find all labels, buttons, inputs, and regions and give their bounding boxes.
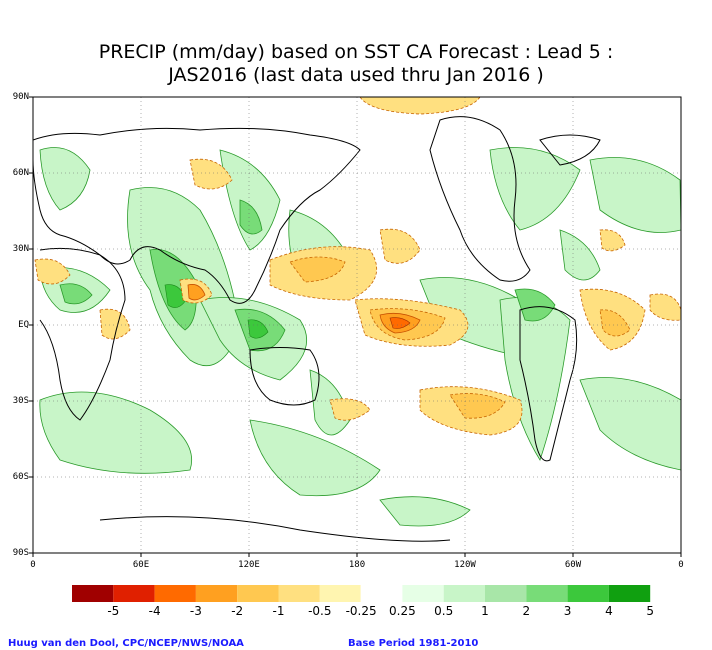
lat-label-30s: 30S xyxy=(12,396,29,406)
colorbar-label: 0.5 xyxy=(434,604,454,618)
anomaly-field xyxy=(33,97,681,553)
colorbar-label: 5 xyxy=(646,604,654,618)
lon-label-60e: 60E xyxy=(132,560,150,570)
colorbar-label: -2 xyxy=(231,604,244,618)
colorbar-swatch xyxy=(72,585,114,602)
map-title-line2: JAS2016 (last data used thru Jan 2016 ) xyxy=(168,64,544,86)
colorbar-swatch xyxy=(608,585,651,602)
lon-label-120e: 120E xyxy=(238,560,260,570)
lat-label-60s: 60S xyxy=(12,472,29,482)
lat-label-60n: 60N xyxy=(12,168,29,178)
colorbar-label: 1 xyxy=(481,604,489,618)
colorbar-label: -0.25 xyxy=(345,604,377,618)
colorbar-label: -3 xyxy=(189,604,202,618)
lat-label-30n: 30N xyxy=(12,244,29,254)
lat-label-90s: 90S xyxy=(12,548,29,558)
lon-label-0-end: 0 xyxy=(678,560,684,570)
colorbar-swatch xyxy=(526,585,568,602)
colorbar-swatch xyxy=(485,585,527,602)
colorbar-swatch xyxy=(402,585,444,602)
lat-label-eq: EQ xyxy=(18,320,29,330)
footer-credit: Huug van den Dool, CPC/NCEP/NWS/NOAA xyxy=(8,638,244,649)
colorbar-label: -1 xyxy=(272,604,285,618)
colorbar-swatch xyxy=(443,585,485,602)
colorbar-label: 2 xyxy=(522,604,531,618)
lat-label-90n: 90N xyxy=(12,92,29,102)
footer-base-period: Base Period 1981-2010 xyxy=(348,638,479,649)
lon-label-0: 0 xyxy=(30,560,36,570)
colorbar-label: -4 xyxy=(148,604,161,618)
colorbar-swatch xyxy=(278,585,320,602)
colorbar-swatch xyxy=(154,585,196,602)
lon-label-120w: 120W xyxy=(454,560,476,570)
colorbar-label: 3 xyxy=(563,604,572,618)
colorbar-swatch xyxy=(195,585,238,602)
colorbar-swatch xyxy=(360,584,403,603)
colorbar-swatch xyxy=(319,585,362,602)
map-title-line1: PRECIP (mm/day) based on SST CA Forecast… xyxy=(98,41,614,63)
lon-label-180: 180 xyxy=(348,560,366,570)
lon-label-60w: 60W xyxy=(564,560,582,570)
colorbar-swatch xyxy=(237,585,279,602)
colorbar-swatch xyxy=(567,585,609,602)
colorbar-label: 4 xyxy=(605,604,613,618)
colorbar-swatch xyxy=(113,585,155,602)
colorbar-label: 0.25 xyxy=(389,604,416,618)
colorbar-label: -5 xyxy=(107,604,120,618)
colorbar-label: -0.5 xyxy=(308,604,332,618)
